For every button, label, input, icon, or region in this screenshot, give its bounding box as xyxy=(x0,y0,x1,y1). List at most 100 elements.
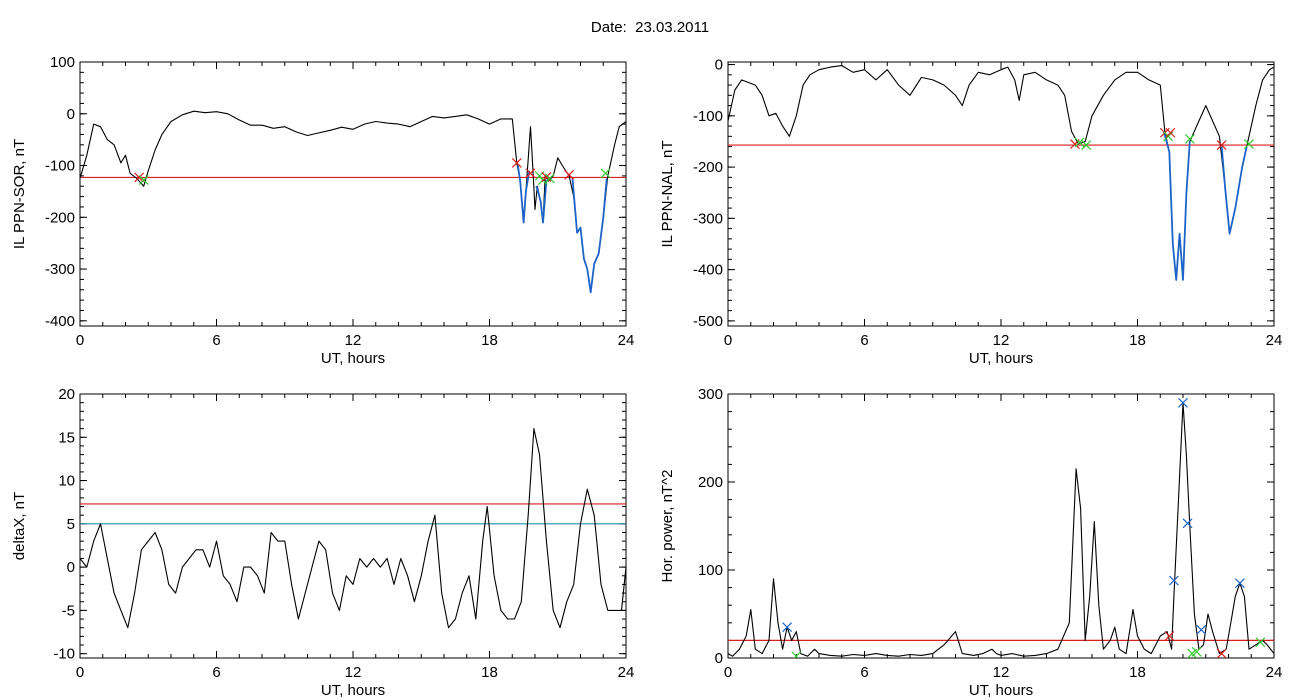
marker-stroke xyxy=(525,168,536,179)
marker-stroke xyxy=(600,168,611,179)
marker-green xyxy=(1244,139,1254,149)
marker-stroke xyxy=(1184,133,1195,144)
marker-red xyxy=(134,172,145,183)
marker-stroke xyxy=(1182,518,1193,529)
plot-frame xyxy=(727,393,1275,659)
marker-stroke xyxy=(1244,139,1254,149)
y-tick-label: 0 xyxy=(67,106,75,123)
highlight-segment xyxy=(571,178,608,294)
plot-area xyxy=(728,397,1274,658)
marker-red xyxy=(541,171,552,182)
highlight-segment xyxy=(517,165,531,224)
marker-blue xyxy=(1234,578,1245,589)
plot-area xyxy=(728,65,1274,281)
y-axis-label: deltaX, nT xyxy=(11,492,28,560)
marker-red xyxy=(525,168,536,179)
y-tick-label: -100 xyxy=(693,108,723,125)
x-tick-label: 12 xyxy=(345,664,362,681)
marker-stroke xyxy=(1216,648,1227,658)
marker-stroke xyxy=(1178,397,1188,408)
y-tick-label: 20 xyxy=(58,386,75,403)
panel-hor-power: 0 6 12 18 24 300 200 100 0 UT, hours Hor. power, n… xyxy=(659,386,1282,699)
series-line xyxy=(728,65,1274,281)
highlight-segment xyxy=(1162,130,1191,281)
marker-red xyxy=(564,169,575,180)
marker-stroke xyxy=(1234,578,1245,589)
marker-red xyxy=(1165,127,1176,138)
y-tick-label: -100 xyxy=(45,158,75,175)
y-axis-label: IL PPN-NAL, nT xyxy=(659,141,676,248)
marker-red xyxy=(1164,631,1175,641)
plot-frame xyxy=(727,61,1275,327)
x-tick-label: 6 xyxy=(860,332,868,349)
x-tick-label: 0 xyxy=(76,664,84,681)
y-tick-label: -300 xyxy=(45,261,75,278)
marker-green xyxy=(1184,133,1195,144)
plot-area xyxy=(80,428,626,629)
x-tick-label: 6 xyxy=(212,664,220,681)
marker-stroke xyxy=(1191,646,1202,657)
x-tick-label: 24 xyxy=(1266,332,1283,349)
marker-green xyxy=(1081,140,1092,150)
marker-stroke xyxy=(1074,137,1085,148)
marker-red xyxy=(511,158,522,168)
highlight-segment xyxy=(1220,146,1248,235)
marker-stroke xyxy=(138,175,149,185)
marker-red xyxy=(1216,140,1227,150)
y-tick-label: 5 xyxy=(67,516,75,533)
marker-stroke xyxy=(541,171,552,182)
y-tick-label: 15 xyxy=(58,429,75,446)
highlight-segment xyxy=(535,177,551,224)
y-tick-label: -10 xyxy=(53,646,75,663)
y-tick-label: -200 xyxy=(693,159,723,176)
x-tick-label: 24 xyxy=(618,332,635,349)
marker-stroke xyxy=(134,172,145,183)
y-tick-label: -5 xyxy=(62,602,75,619)
y-tick-label: 300 xyxy=(698,386,723,403)
y-tick-label: -400 xyxy=(45,313,75,330)
marker-green xyxy=(138,175,149,185)
x-tick-label: 0 xyxy=(76,332,84,349)
y-tick-label: 200 xyxy=(698,474,723,491)
x-tick-label: 6 xyxy=(860,664,868,681)
x-tick-label: 24 xyxy=(1266,664,1283,681)
x-tick-label: 12 xyxy=(993,664,1010,681)
marker-green xyxy=(600,168,611,179)
marker-green xyxy=(1074,137,1085,148)
date-title: Date: 23.03.2011 xyxy=(590,19,710,36)
plot-area xyxy=(80,110,626,294)
y-tick-label: 10 xyxy=(58,473,75,490)
x-tick-label: 18 xyxy=(481,332,498,349)
marker-blue xyxy=(1196,624,1207,635)
x-tick-label: 18 xyxy=(1129,664,1146,681)
x-tick-label: 0 xyxy=(724,664,732,681)
y-tick-label: -300 xyxy=(693,210,723,227)
x-tick-label: 6 xyxy=(212,332,220,349)
marker-stroke xyxy=(1168,575,1179,586)
x-tick-label: 24 xyxy=(618,664,635,681)
y-tick-label: -200 xyxy=(45,209,75,226)
y-tick-label: 100 xyxy=(698,562,723,579)
plot-frame xyxy=(79,393,627,659)
marker-stroke xyxy=(793,651,802,658)
marker-green xyxy=(544,173,555,184)
y-tick-label: -400 xyxy=(693,262,723,279)
marker-stroke xyxy=(1081,140,1092,150)
marker-stroke xyxy=(1165,127,1176,138)
x-tick-label: 12 xyxy=(993,332,1010,349)
panel-deltax: 0 6 12 18 24 20 15 10 5 0 -5 -10 UT, hours deltaX, nT xyxy=(11,386,634,699)
panel-ppn-nal: 0 6 12 18 24 0 -100 -200 -300 -400 -500 UT, hours IL… xyxy=(659,57,1282,367)
x-axis-label: UT, hours xyxy=(969,682,1033,699)
x-axis-label: UT, hours xyxy=(321,350,385,367)
marker-blue xyxy=(1182,518,1193,529)
y-tick-label: 100 xyxy=(50,54,75,71)
marker-stroke xyxy=(1196,624,1207,635)
marker-green xyxy=(1255,637,1266,648)
marker-stroke xyxy=(511,158,522,168)
y-tick-label: -500 xyxy=(693,313,723,330)
x-tick-label: 18 xyxy=(481,664,498,681)
marker-blue xyxy=(782,622,793,633)
marker-stroke xyxy=(564,169,575,180)
y-tick-label: 0 xyxy=(715,57,723,74)
